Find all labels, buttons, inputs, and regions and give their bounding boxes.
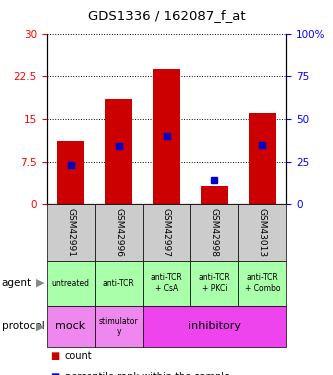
Text: ▶: ▶	[36, 278, 45, 288]
Text: GSM42998: GSM42998	[210, 208, 219, 257]
Text: percentile rank within the sample: percentile rank within the sample	[65, 372, 230, 375]
Text: anti-TCR: anti-TCR	[103, 279, 135, 288]
Text: untreated: untreated	[52, 279, 90, 288]
Text: GDS1336 / 162087_f_at: GDS1336 / 162087_f_at	[88, 9, 245, 22]
Text: ▶: ▶	[36, 321, 45, 331]
Text: protocol: protocol	[2, 321, 44, 331]
Bar	[201, 186, 228, 204]
Text: mock: mock	[56, 321, 86, 331]
Text: GSM42991: GSM42991	[66, 208, 75, 257]
Text: stimulator
y: stimulator y	[99, 316, 138, 336]
Text: GSM43013: GSM43013	[258, 208, 267, 257]
Bar	[105, 99, 132, 204]
Text: GSM42996: GSM42996	[114, 208, 123, 257]
Text: GSM42997: GSM42997	[162, 208, 171, 257]
Text: anti-TCR
+ PKCi: anti-TCR + PKCi	[198, 273, 230, 293]
Bar	[249, 113, 276, 204]
Text: anti-TCR
+ Combo: anti-TCR + Combo	[245, 273, 280, 293]
Text: agent: agent	[2, 278, 32, 288]
Text: count: count	[65, 351, 93, 361]
Text: ■: ■	[50, 351, 59, 361]
Bar	[153, 69, 180, 204]
Text: ■: ■	[50, 372, 59, 375]
Bar	[57, 141, 84, 204]
Text: inhibitory: inhibitory	[188, 321, 241, 331]
Text: anti-TCR
+ CsA: anti-TCR + CsA	[151, 273, 182, 293]
